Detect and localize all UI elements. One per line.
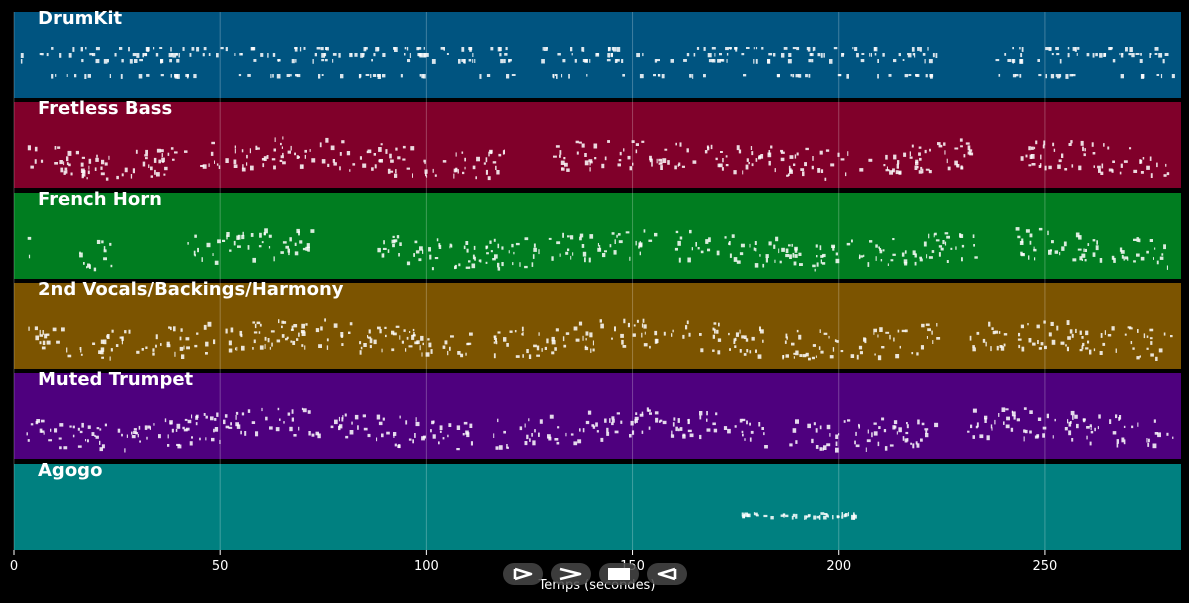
play-icon bbox=[513, 567, 533, 581]
track-lane-french-horn bbox=[14, 193, 1181, 279]
stop-button[interactable] bbox=[599, 563, 639, 585]
track-background bbox=[14, 464, 1181, 550]
rewind-icon bbox=[657, 567, 677, 581]
x-tick-label-0: 0 bbox=[9, 559, 19, 574]
track-notes bbox=[28, 318, 1173, 361]
track-notes bbox=[27, 136, 1170, 181]
track-title-fretless-bass: Fretless Bass bbox=[38, 98, 173, 119]
stop-icon bbox=[608, 568, 630, 580]
track-background bbox=[14, 193, 1181, 279]
playback-controls bbox=[503, 563, 687, 585]
x-tick-label-50: 50 bbox=[211, 559, 229, 574]
track-title-2nd-vocals: 2nd Vocals/Backings/Harmony bbox=[38, 279, 344, 300]
track-title-muted-trumpet: Muted Trumpet bbox=[38, 369, 194, 390]
track-lane-agogo bbox=[14, 464, 1181, 550]
forward-button[interactable] bbox=[551, 563, 591, 585]
track-title-agogo: Agogo bbox=[38, 460, 103, 481]
x-tick-label-100: 100 bbox=[413, 559, 439, 574]
track-notes bbox=[741, 512, 857, 520]
track-lane-drumkit bbox=[14, 12, 1181, 98]
track-background bbox=[14, 102, 1181, 188]
track-notes bbox=[27, 227, 1168, 272]
track-lane-muted-trumpet bbox=[14, 373, 1181, 459]
track-lane-2nd-vocals-backings-harmony bbox=[14, 283, 1181, 369]
rewind-button[interactable] bbox=[647, 563, 687, 585]
play-button[interactable] bbox=[503, 563, 543, 585]
track-lane-fretless-bass bbox=[14, 102, 1181, 188]
track-title-french-horn: French Horn bbox=[38, 189, 162, 210]
track-title-drumkit: DrumKit bbox=[38, 8, 123, 29]
x-tick-label-200: 200 bbox=[826, 559, 852, 574]
track-notes bbox=[20, 47, 1175, 79]
track-notes bbox=[26, 407, 1174, 453]
x-tick-label-250: 250 bbox=[1032, 559, 1058, 574]
forward-icon bbox=[559, 567, 582, 581]
